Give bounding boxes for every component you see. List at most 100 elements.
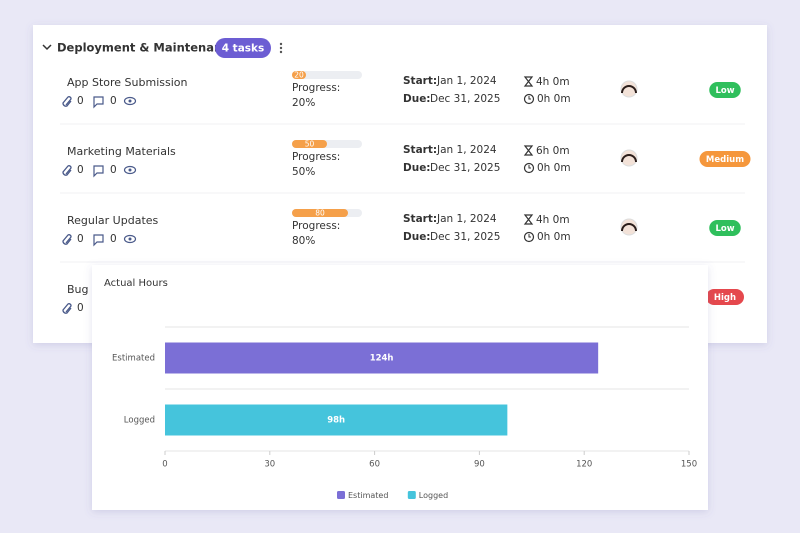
progress-bar xyxy=(292,71,306,79)
progress-label: Progress: xyxy=(292,151,340,163)
x-tick-label: 90 xyxy=(474,460,485,470)
start-date: Jan 1, 2024 xyxy=(436,75,497,87)
logged-time: 0h 0m xyxy=(537,231,571,243)
estimated-time: 4h 0m xyxy=(536,76,570,88)
progress-percent: 20% xyxy=(292,97,315,109)
logged-time: 0h 0m xyxy=(537,93,571,105)
task-rows: App Store Submission 0 0 20 Progress: 20% Star… xyxy=(60,71,751,314)
due-label: Due: xyxy=(403,93,431,105)
attachment-icon xyxy=(62,234,72,245)
priority-badge xyxy=(706,289,744,305)
legend-swatch[interactable] xyxy=(407,491,416,499)
task-count: 4 tasks xyxy=(222,43,265,55)
avatar[interactable] xyxy=(620,80,638,98)
due-label: Due: xyxy=(403,231,431,243)
progress-bar xyxy=(292,140,327,148)
avatar-hair xyxy=(621,223,637,231)
progress-bar xyxy=(292,209,348,217)
attachment-count: 0 xyxy=(77,302,84,314)
progress-percent: 80% xyxy=(292,235,315,247)
x-tick-label: 60 xyxy=(369,460,380,470)
hourglass-icon xyxy=(523,145,534,156)
task-name[interactable]: Bug xyxy=(67,283,89,296)
task-name[interactable]: App Store Submission xyxy=(67,76,188,89)
chart-card xyxy=(92,265,708,510)
logged-time: 0h 0m xyxy=(537,162,571,174)
comment-count: 0 xyxy=(110,95,117,107)
attachment-icon xyxy=(62,165,72,176)
due-label: Due: xyxy=(403,162,431,174)
priority-badge xyxy=(709,220,741,236)
watch-icon-pupil xyxy=(128,237,132,241)
start-label: Start: xyxy=(403,144,437,156)
watch-icon-pupil xyxy=(128,99,132,103)
avatar[interactable] xyxy=(620,149,638,167)
task-name[interactable]: Regular Updates xyxy=(67,214,159,227)
attachment-count: 0 xyxy=(77,233,84,245)
priority-label: Low xyxy=(715,86,734,96)
start-date: Jan 1, 2024 xyxy=(436,144,497,156)
clock-icon xyxy=(523,162,535,174)
hourglass-icon xyxy=(523,214,534,225)
clock-icon xyxy=(523,231,535,243)
clock-icon xyxy=(523,93,535,105)
due-date: Dec 31, 2025 xyxy=(430,162,500,174)
x-tick-label: 0 xyxy=(162,460,167,470)
bar-value-label: 124h xyxy=(370,354,394,364)
chart: 0 30 60 90 120 150 Estimated 124h Logged 98h Estim… xyxy=(112,326,697,500)
estimated-time: 4h 0m xyxy=(536,214,570,226)
start-label: Start: xyxy=(403,75,437,87)
legend-label[interactable]: Logged xyxy=(419,491,448,500)
clock-hands xyxy=(528,234,531,238)
avatar-hair xyxy=(621,85,637,93)
priority-label: Low xyxy=(715,224,734,234)
comment-icon xyxy=(93,234,104,247)
group-title: Deployment & Maintenance xyxy=(57,41,237,55)
bar-value-label: 98h xyxy=(327,416,345,426)
legend-label[interactable]: Estimated xyxy=(348,491,388,500)
attachment-count: 0 xyxy=(77,95,84,107)
attachment-icon xyxy=(62,303,72,314)
y-tick-label: Estimated xyxy=(112,354,155,364)
comment-icon xyxy=(93,165,104,178)
avatar-hair xyxy=(621,154,637,162)
watch-icon[interactable] xyxy=(123,96,137,106)
watch-icon[interactable] xyxy=(123,165,137,175)
watch-icon[interactable] xyxy=(123,234,137,244)
priority-label: High xyxy=(714,293,736,303)
chart-title: Actual Hours xyxy=(104,278,168,289)
watch-icon-pupil xyxy=(128,168,132,172)
task-count-badge xyxy=(215,38,271,58)
comment-count: 0 xyxy=(110,164,117,176)
progress-label: Progress: xyxy=(292,220,340,232)
more-menu[interactable] xyxy=(279,42,283,54)
start-date: Jan 1, 2024 xyxy=(436,213,497,225)
progress-bar-label: 50 xyxy=(305,140,315,149)
progress-percent: 50% xyxy=(292,166,315,178)
estimated-time: 6h 0m xyxy=(536,145,570,157)
clock-hands xyxy=(528,165,531,169)
priority-badge xyxy=(699,151,751,167)
due-date: Dec 31, 2025 xyxy=(430,93,500,105)
due-date: Dec 31, 2025 xyxy=(430,231,500,243)
priority-label: Medium xyxy=(706,155,744,165)
bar xyxy=(165,342,599,374)
clock-hands xyxy=(528,96,531,100)
collapse-chevron[interactable] xyxy=(42,44,52,51)
y-tick-label: Logged xyxy=(124,416,155,426)
progress-bar-label: 20 xyxy=(294,71,304,80)
legend-swatch[interactable] xyxy=(337,491,345,499)
progress-bar-label: 80 xyxy=(315,209,325,218)
attachment-count: 0 xyxy=(77,164,84,176)
comment-icon xyxy=(93,96,104,109)
avatar[interactable] xyxy=(620,218,638,236)
hourglass-icon xyxy=(523,76,534,87)
priority-badge xyxy=(709,82,741,98)
bar xyxy=(165,404,508,436)
progress-label: Progress: xyxy=(292,82,340,94)
x-tick-label: 120 xyxy=(576,460,592,470)
attachment-icon xyxy=(62,96,72,107)
task-name[interactable]: Marketing Materials xyxy=(67,145,176,158)
